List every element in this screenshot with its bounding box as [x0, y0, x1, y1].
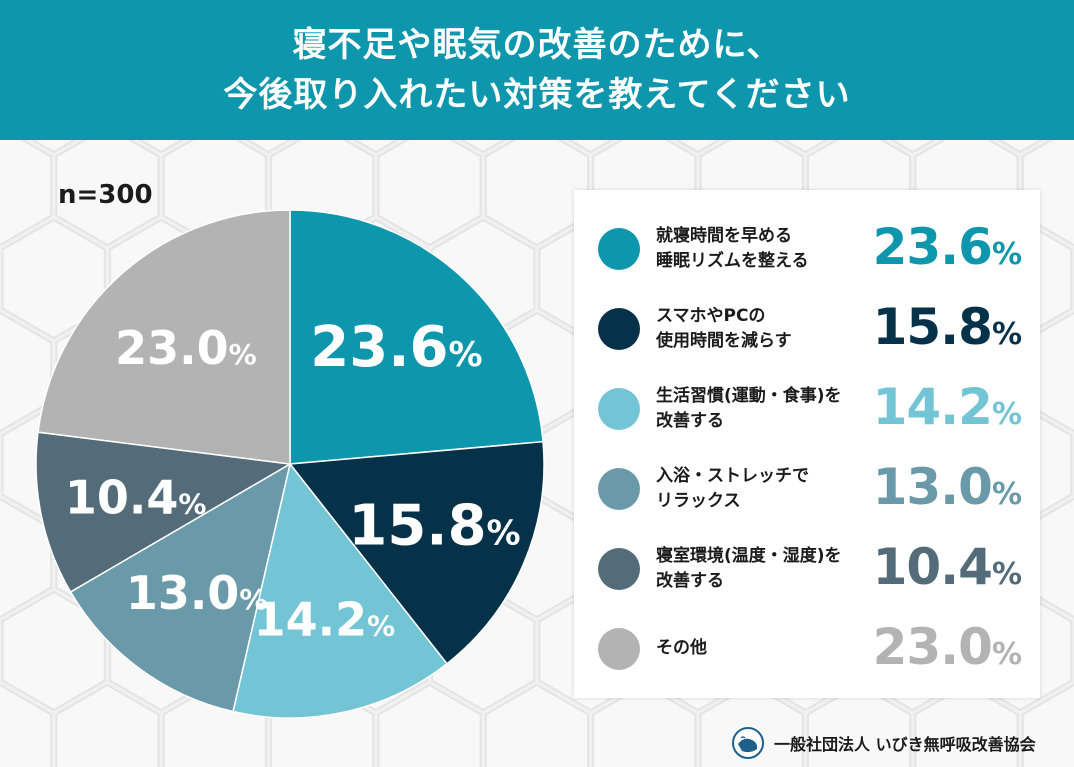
pie-slice [69, 462, 292, 713]
legend-item: 入浴・ストレッチで リラックス 13.0% [574, 450, 1040, 528]
legend-label: 生活習慣(運動・食事)を 改善する [656, 386, 842, 431]
sleeping-face-logo-icon [732, 727, 764, 759]
legend-item: 就寝時間を早める 睡眠リズムを整える 23.6% [574, 210, 1040, 288]
legend-color-dot [598, 388, 640, 430]
legend-value: 23.6% [872, 218, 1022, 276]
slice-value-label: 10.4% [65, 471, 207, 525]
background-hexagon [377, 683, 482, 767]
legend-color-dot [598, 308, 640, 350]
background-hexagon [1, 590, 106, 712]
pie-slice [37, 209, 291, 465]
pie-slice [288, 440, 545, 665]
legend-value: 23.0% [872, 618, 1022, 676]
legend-item: 寝室環境(温度・湿度)を 改善する 10.4% [574, 530, 1040, 608]
slice-value-label: 13.0% [126, 566, 268, 620]
legend-color-dot [598, 228, 640, 270]
legend-color-dot [598, 628, 640, 670]
slice-value-label: 14.2% [254, 593, 396, 647]
legend-color-dot [598, 548, 640, 590]
legend-label: その他 [656, 638, 707, 658]
legend: 就寝時間を早める 睡眠リズムを整える 23.6% スマホやPCの 使用時間を減らす 1… [574, 190, 1040, 698]
pie-slice [232, 462, 448, 719]
legend-value: 15.8% [872, 298, 1022, 356]
legend-item: その他 23.0% [574, 610, 1040, 688]
chart-title-line-1: 寝不足や眠気の改善のために、 [292, 25, 782, 65]
background-hexagon [0, 683, 53, 767]
legend-item: スマホやPCの 使用時間を減らす 15.8% [574, 290, 1040, 368]
pie-slice [35, 431, 293, 593]
pie-chart: 23.6% 15.8% 14.2%13.0% 10.4% 23.0% [35, 209, 545, 719]
background-hexagon [0, 125, 53, 247]
chart-title-line-2: 今後取り入れたい対策を教えてください [223, 75, 851, 115]
legend-color-dot [598, 468, 640, 510]
legend-item: 生活習慣(運動・食事)を 改善する 14.2% [574, 370, 1040, 448]
background-hexagon [55, 683, 160, 767]
legend-label: 就寝時間を早める 睡眠リズムを整える [656, 226, 809, 271]
slice-value-label: 23.6% [310, 315, 482, 380]
footer-credit: 一般社団法人 いびき無呼吸改善協会 [730, 726, 1036, 760]
legend-label: 寝室環境(温度・湿度)を 改善する [656, 546, 842, 591]
legend-label: スマホやPCの 使用時間を減らす [656, 306, 792, 351]
sample-size-label: n=300 [58, 180, 153, 210]
background-hexagon [484, 683, 589, 767]
organization-name: 一般社団法人 いびき無呼吸改善協会 [774, 735, 1036, 754]
slice-value-label: 23.0% [115, 321, 257, 375]
legend-value: 10.4% [872, 538, 1022, 596]
background-hexagon [0, 497, 53, 619]
pie-slice [289, 209, 544, 465]
legend-value: 13.0% [872, 458, 1022, 516]
title-banner: 寝不足や眠気の改善のために、 今後取り入れたい対策を教えてください [0, 0, 1074, 140]
legend-label: 入浴・ストレッチで リラックス [656, 466, 809, 511]
legend-value: 14.2% [872, 378, 1022, 436]
slice-value-label: 15.8% [348, 494, 520, 559]
